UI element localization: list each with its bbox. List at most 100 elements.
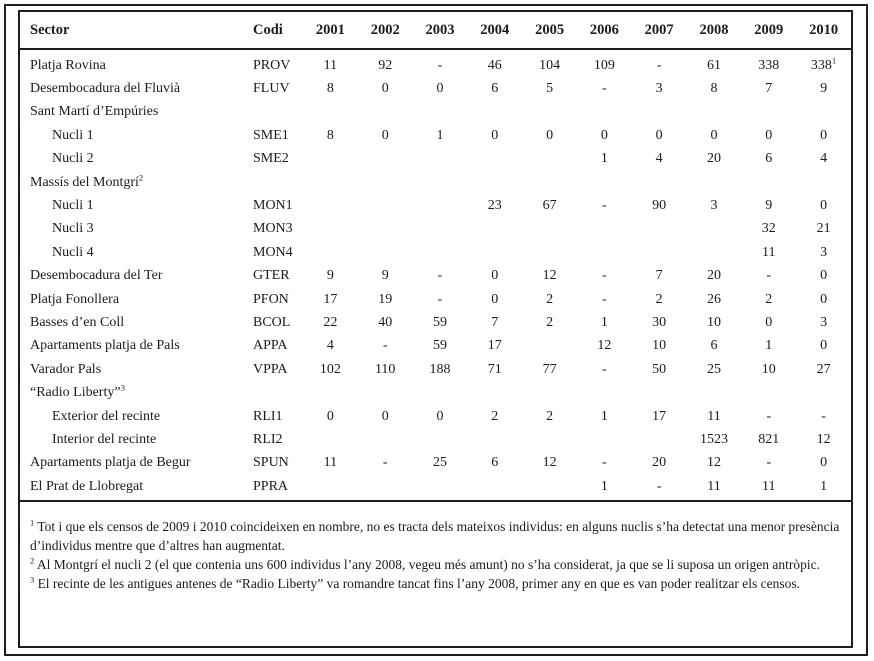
value-cell: 8 [710,81,718,97]
value-cell: - [437,291,443,307]
value-cell: 9 [765,198,773,214]
footnote-marker: 3 [30,575,35,585]
sector-cell: Massís del Montgrí2 [30,171,144,190]
table-row: Desembocadura del Ter GTER 9 9 - 0 12 - 7 20 - 0 [20,265,851,288]
value-cell: 0 [381,127,389,143]
codi-cell: MON1 [253,198,293,214]
value-cell: 9 [381,268,389,284]
value-cell: 0 [765,127,773,143]
value-cell: - [766,455,772,471]
table-row: El Prat de Llobregat PPRA 1-11 11 1 [20,475,851,498]
codi-cell: APPA [253,338,288,354]
codi-cell: PROV [253,57,291,73]
value-cell: 1 [765,338,773,354]
value-cell: 3381 [810,55,837,73]
value-cell: 188 [429,361,451,377]
column-header-2006: 2006 [589,21,619,38]
footnote-marker: 1 [30,518,35,528]
value-cell: 0 [600,127,608,143]
table-row: Basses d’en Coll BCOL 22 40 59 7 2 1 30 10 0 3 [20,311,851,334]
table-row: Nucli 2 SME2 1 4 20 6 4 [20,148,851,171]
value-cell: 9 [326,268,334,284]
value-cell: 6 [491,455,499,471]
value-cell: - [437,57,443,73]
value-cell: 6 [491,81,499,97]
value-cell: 3 [820,314,828,330]
value-cell: 2 [546,314,554,330]
value-cell: 2 [655,291,663,307]
value-cell: 0 [820,198,828,214]
table-row: Apartaments platja de Begur SPUN 11 - 25 6 12 -… [20,452,851,475]
value-cell: 0 [381,408,389,424]
value-cell: 61 [706,57,721,73]
table-row: Sant Martí d’Empúries [20,101,851,124]
value-cell: 821 [758,431,780,447]
value-cell: 25 [432,455,447,471]
value-cell: - [602,198,607,214]
value-cell: 12 [816,431,831,447]
value-cell: - [602,361,607,377]
value-cell: 0 [491,291,499,307]
value-cell: 59 [432,314,447,330]
footnote: 1 Tot i que els censos de 2009 i 2010 co… [30,518,840,554]
column-header-2003: 2003 [425,21,455,38]
footnote: 3 El recinte de les antigues antenes de … [30,575,801,592]
value-cell: 0 [820,268,828,284]
value-cell: 1 [600,478,608,494]
value-cell: 25 [706,361,721,377]
value-cell: 27 [816,361,831,377]
table-row: Nucli 4 MON4 11 3 [20,241,851,264]
sector-cell: “Radio Liberty”3 [30,382,125,401]
value-cell: 8 [326,81,334,97]
value-cell: 1 [600,151,608,167]
table-row: Desembocadura del Fluvià FLUV 8 0 0 6 5 - 3 8 7 9 [20,77,851,100]
value-cell: 17 [487,338,502,354]
footnote-marker: 2 [30,556,35,566]
value-cell: 77 [542,361,557,377]
value-cell: 1 [820,478,828,494]
value-cell: 0 [436,81,444,97]
value-cell: 19 [378,291,393,307]
value-cell: 20 [652,455,667,471]
table-row: Varador Pals VPPA 102 110 188 71 77 - 50 25 10 27 [20,358,851,381]
value-cell: 59 [432,338,447,354]
value-cell: 4 [820,151,828,167]
value-cell: 0 [546,127,554,143]
value-cell: 17 [323,291,338,307]
value-cell: - [656,57,662,73]
column-header-2009: 2009 [754,21,784,38]
value-cell: - [382,455,388,471]
value-cell: 0 [326,408,334,424]
value-cell: 1523 [699,431,728,447]
column-header-2001: 2001 [315,21,345,38]
sector-cell: Desembocadura del Ter [30,268,163,284]
value-cell: - [437,268,443,284]
sector-cell: Nucli 1 [52,198,94,214]
value-cell: 102 [319,361,341,377]
table-row: Interior del recinte RLI2 1523 821 12 [20,428,851,451]
value-cell: 6 [765,151,773,167]
column-header-2002: 2002 [370,21,400,38]
value-cell: 109 [593,57,615,73]
value-cell: 50 [652,361,667,377]
value-cell: 1 [600,408,608,424]
value-cell: - [602,455,607,471]
sector-cell: Basses d’en Coll [30,314,125,330]
codi-cell: RLI2 [253,431,283,447]
value-cell: 2 [546,291,554,307]
footnote: 2 Al Montgrí el nucli 2 (el que contenia… [30,556,821,573]
column-header-2005: 2005 [535,21,565,38]
column-header-sector: Sector [30,21,70,38]
value-cell: 11 [762,478,776,494]
value-cell: 0 [765,314,773,330]
sector-cell: Nucli 2 [52,151,94,167]
table-row: Nucli 1 SME1 8 0 1 0 0 0 0 0 0 0 [20,124,851,147]
value-cell: 6 [710,338,718,354]
column-header-2004: 2004 [480,21,510,38]
value-cell: 2 [765,291,773,307]
value-cell: 0 [381,81,389,97]
value-cell: 0 [655,127,663,143]
table-row: Massís del Montgrí2 [20,171,851,194]
footnote-marker: 1 [831,55,837,66]
figure-frame: Sector Codi 2001 2002 2003 2004 2005 2006 2007 20… [4,4,868,656]
